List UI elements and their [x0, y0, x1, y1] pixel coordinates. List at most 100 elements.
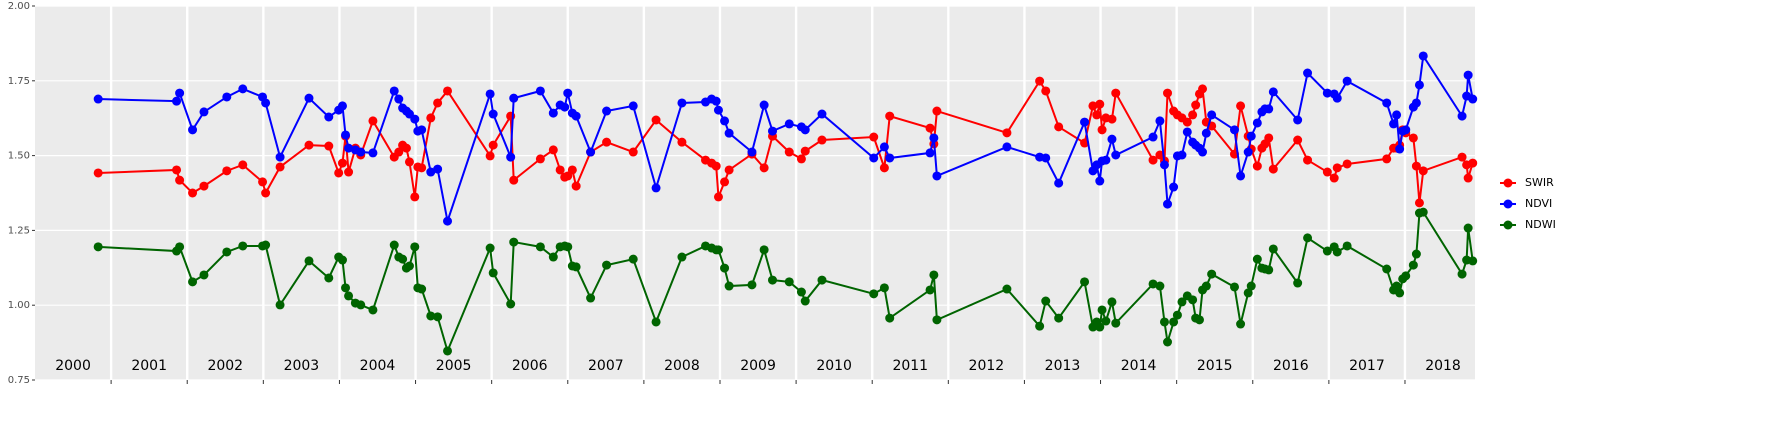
point: [1155, 116, 1165, 126]
point: [571, 262, 581, 272]
point: [1457, 269, 1467, 279]
point: [1188, 110, 1198, 120]
point: [1395, 144, 1405, 154]
point: [417, 163, 427, 173]
point: [1163, 199, 1173, 209]
point: [535, 86, 545, 96]
point: [1163, 337, 1173, 347]
point: [869, 153, 879, 163]
point: [1268, 244, 1278, 254]
point: [535, 154, 545, 164]
point: [1322, 167, 1332, 177]
point: [1411, 98, 1421, 108]
point: [1163, 88, 1173, 98]
point: [1002, 142, 1012, 152]
point: [817, 109, 827, 119]
point: [410, 114, 420, 124]
point: [1207, 110, 1217, 120]
point: [506, 152, 516, 162]
point: [768, 126, 778, 136]
point: [586, 293, 596, 303]
point: [1095, 176, 1105, 186]
point: [869, 132, 879, 142]
point: [1264, 265, 1274, 275]
point: [433, 312, 443, 322]
point: [1243, 147, 1253, 157]
point: [368, 305, 378, 315]
point: [1411, 249, 1421, 259]
point: [344, 291, 354, 301]
point: [628, 101, 638, 111]
point: [1054, 178, 1064, 188]
point: [337, 101, 347, 111]
point: [1095, 322, 1105, 332]
point: [651, 317, 661, 327]
point: [172, 165, 182, 175]
point: [304, 256, 314, 266]
point: [1332, 247, 1342, 257]
point: [1229, 282, 1239, 292]
point: [817, 135, 827, 145]
point: [602, 260, 612, 270]
legend-key: [1503, 178, 1513, 188]
point: [261, 98, 271, 108]
point: [1418, 51, 1428, 61]
point: [1468, 94, 1478, 104]
point: [925, 148, 935, 158]
point: [1148, 279, 1158, 289]
point: [1182, 117, 1192, 127]
point: [548, 108, 558, 118]
year-label: 2005: [436, 358, 472, 374]
point: [443, 346, 453, 356]
point: [1252, 118, 1262, 128]
point: [324, 112, 334, 122]
point: [1111, 88, 1121, 98]
point: [426, 311, 436, 321]
point: [1101, 155, 1111, 165]
point: [1411, 161, 1421, 171]
point: [337, 255, 347, 265]
point: [1107, 134, 1117, 144]
point: [404, 261, 414, 271]
point: [1268, 87, 1278, 97]
point: [784, 119, 794, 129]
point: [324, 141, 334, 151]
point: [879, 163, 889, 173]
y-tick-label: 0.75: [8, 375, 30, 386]
point: [238, 241, 248, 251]
point: [509, 93, 519, 103]
point: [817, 275, 827, 285]
point: [1169, 182, 1179, 192]
point: [443, 216, 453, 226]
point: [1382, 98, 1392, 108]
point: [1468, 256, 1478, 266]
point: [222, 166, 232, 176]
point: [800, 125, 810, 135]
legend-label: NDVI: [1525, 197, 1552, 210]
point: [1182, 127, 1192, 137]
point: [1329, 173, 1339, 183]
point: [1201, 128, 1211, 138]
point: [929, 270, 939, 280]
point: [885, 313, 895, 323]
point: [759, 163, 769, 173]
point: [485, 151, 495, 161]
year-label: 2011: [892, 358, 928, 374]
panel: [35, 6, 1475, 380]
point: [1041, 86, 1051, 96]
point: [433, 98, 443, 108]
year-label: 2004: [360, 358, 396, 374]
legend-label: SWIR: [1525, 176, 1554, 189]
point: [571, 111, 581, 121]
point: [188, 188, 198, 198]
point: [1041, 296, 1051, 306]
point: [1414, 198, 1424, 208]
legend-label: NDWI: [1525, 218, 1556, 231]
point: [1418, 207, 1428, 217]
point: [713, 105, 723, 115]
point: [485, 89, 495, 99]
point: [1054, 122, 1064, 132]
point: [488, 268, 498, 278]
year-label: 2009: [740, 358, 776, 374]
point: [1177, 297, 1187, 307]
